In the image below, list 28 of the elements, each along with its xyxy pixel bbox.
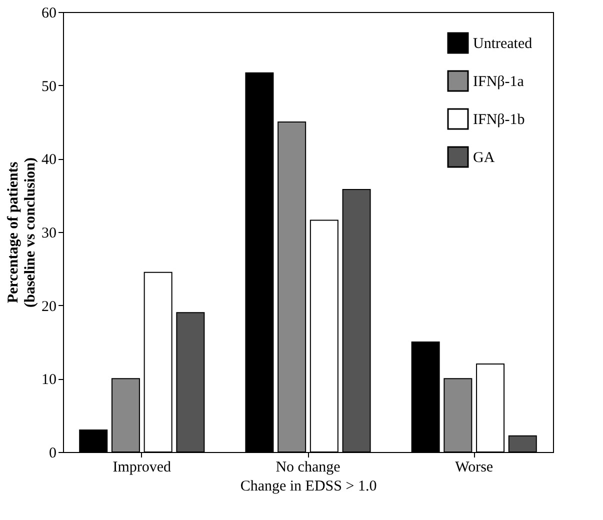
bar (411, 342, 440, 452)
bar (444, 378, 472, 452)
bar (278, 122, 306, 452)
bar (476, 364, 505, 452)
y-tick-label: 60 (42, 6, 56, 22)
bar (245, 72, 274, 452)
x-axis-title: Change in EDSS > 1.0 (240, 478, 377, 494)
bar (144, 272, 172, 452)
y-tick-label: 10 (42, 372, 56, 388)
y-tick-label: 30 (42, 226, 56, 242)
bar (508, 435, 537, 452)
legend-label: Untreated (473, 36, 533, 52)
bar (310, 220, 338, 452)
y-tick-label: 0 (49, 446, 56, 462)
bar (176, 312, 205, 452)
legend-label: GA (473, 150, 495, 166)
y-tick-label: 50 (42, 78, 56, 95)
x-tick-label: Worse (455, 460, 494, 476)
y-tick-label: 40 (42, 152, 56, 168)
x-tick-label: No change (276, 460, 341, 476)
legend-label: IFNβ-1b (473, 112, 525, 128)
bar (79, 430, 108, 452)
bar (111, 378, 140, 452)
legend-label: IFNβ-1a (473, 74, 524, 90)
bar (342, 188, 371, 452)
x-tick-label: Improved (112, 460, 172, 476)
y-axis-title: Percentage of patients (baseline vs conclusion) (6, 157, 38, 308)
y-tick-label: 20 (42, 298, 56, 315)
